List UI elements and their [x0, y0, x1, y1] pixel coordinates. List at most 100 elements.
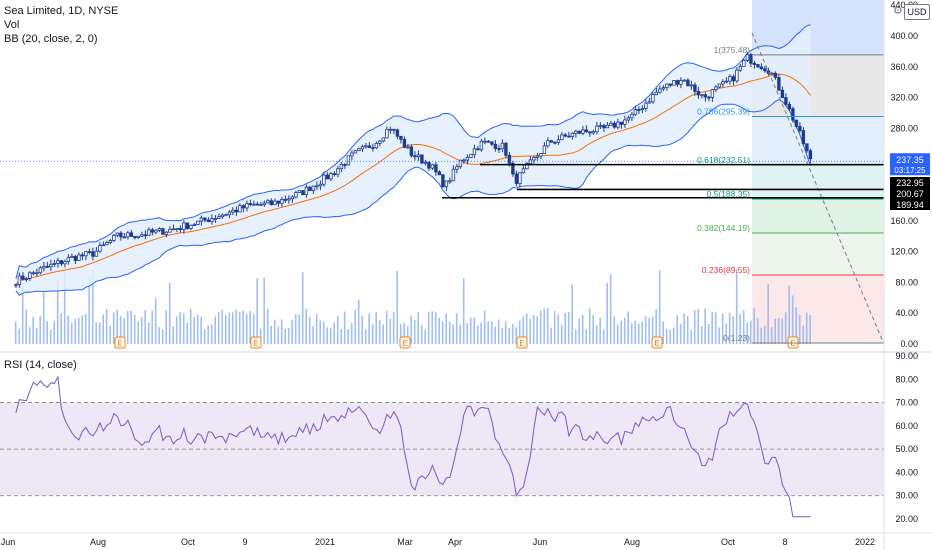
volume-bar: [511, 323, 514, 344]
candle-body: [476, 148, 480, 151]
candle-body: [787, 103, 792, 110]
candle-body: [528, 159, 533, 165]
volume-bar: [739, 314, 741, 344]
candle-body: [161, 228, 165, 235]
volume-bar: [644, 316, 647, 344]
volume-bar: [532, 314, 535, 344]
candle-body: [756, 64, 760, 68]
candle-body: [185, 222, 190, 229]
candle-body: [689, 84, 694, 87]
rsi-legend[interactable]: RSI (14, close): [4, 359, 77, 371]
rsi-panel: [0, 351, 932, 518]
volume-bar: [109, 325, 111, 344]
volume-bar: [284, 328, 286, 344]
volume-bar: [263, 277, 265, 344]
volume-bar: [585, 328, 587, 344]
last-price-value: 237.35: [896, 155, 924, 165]
volume-bar: [88, 275, 90, 344]
currency-button[interactable]: USD: [904, 4, 930, 20]
candle-body: [91, 251, 95, 257]
volume-bar: [28, 327, 31, 344]
candle-body: [710, 89, 715, 98]
volume-bar: [469, 317, 472, 344]
volume-legend[interactable]: Vol: [4, 19, 20, 31]
rsi-axis-tick: 70.00: [895, 398, 918, 408]
candle-body: [192, 224, 197, 226]
candle-body: [210, 218, 214, 222]
volume-bar: [627, 311, 629, 344]
candle-body: [651, 94, 655, 103]
volume-bar: [249, 311, 251, 344]
candle-body: [17, 275, 22, 286]
volume-bar: [98, 322, 101, 344]
fib-level-label: 0.382(144.19): [697, 223, 750, 233]
volume-bar: [224, 314, 227, 344]
candle-body: [602, 125, 606, 129]
volume-bar: [550, 327, 552, 344]
candle-body: [486, 140, 491, 143]
earnings-marker-label: E: [402, 339, 407, 348]
volume-bar: [462, 278, 465, 344]
candle-body: [21, 275, 25, 280]
candle-body: [238, 205, 242, 213]
volume-bar: [382, 324, 384, 344]
volume-bar: [630, 323, 633, 344]
candle-body: [273, 200, 277, 206]
candle-body: [570, 132, 575, 137]
candle-body: [619, 121, 624, 125]
candle-body: [143, 234, 148, 237]
candle-body: [675, 80, 680, 85]
earnings-marker: [651, 336, 663, 349]
candle-body: [563, 134, 568, 137]
candle-body: [259, 204, 263, 206]
candle-body: [633, 109, 638, 115]
fib-trend-line: [751, 32, 885, 345]
volume-bar: [473, 317, 475, 344]
candle-body: [115, 232, 120, 236]
volume-bar: [60, 313, 62, 344]
volume-bar: [375, 312, 377, 344]
candle-body: [315, 185, 319, 188]
candle-body: [448, 180, 452, 183]
candle-body: [532, 157, 536, 161]
volume-bar: [543, 308, 545, 344]
candle-body: [381, 137, 386, 142]
symbol-legend[interactable]: Sea Limited, 1D, NYSE: [4, 5, 119, 17]
candle-body: [504, 142, 508, 156]
candle-body: [224, 214, 228, 217]
candle-body: [451, 168, 456, 182]
volume-bar: [322, 321, 325, 344]
candle-body: [206, 219, 211, 222]
volume-bar: [606, 282, 608, 344]
candle-body: [682, 79, 687, 82]
price-axis-tick: 400.00: [890, 31, 918, 41]
candle-body: [735, 69, 739, 82]
bollinger-legend[interactable]: BB (20, close, 2, 0): [4, 33, 98, 45]
candle-body: [413, 155, 417, 158]
volume-bar: [25, 309, 27, 344]
volume-bar: [767, 284, 769, 344]
candle-body: [717, 83, 722, 88]
volume-bar: [445, 313, 447, 344]
gear-icon[interactable]: ⚙: [893, 5, 903, 17]
volume-bar: [697, 309, 699, 344]
volume-bar: [126, 310, 129, 344]
candle-body: [199, 217, 204, 222]
rsi-axis-tick: 80.00: [895, 374, 918, 384]
volume-bar: [809, 315, 811, 344]
price-marker-badge: [890, 188, 930, 199]
volume-bar: [256, 278, 258, 344]
volume-bar: [634, 320, 636, 344]
volume-bar: [301, 272, 304, 344]
candle-body: [28, 272, 32, 279]
candle-body: [623, 119, 627, 125]
fib-level-label: 0.236(89.55): [702, 265, 750, 275]
candle-body: [59, 260, 64, 265]
candle-body: [231, 209, 235, 213]
candle-body: [647, 101, 652, 104]
candle-body: [490, 141, 494, 145]
volume-bar: [651, 316, 654, 344]
volume-bar: [676, 315, 678, 344]
candle-body: [535, 155, 540, 158]
